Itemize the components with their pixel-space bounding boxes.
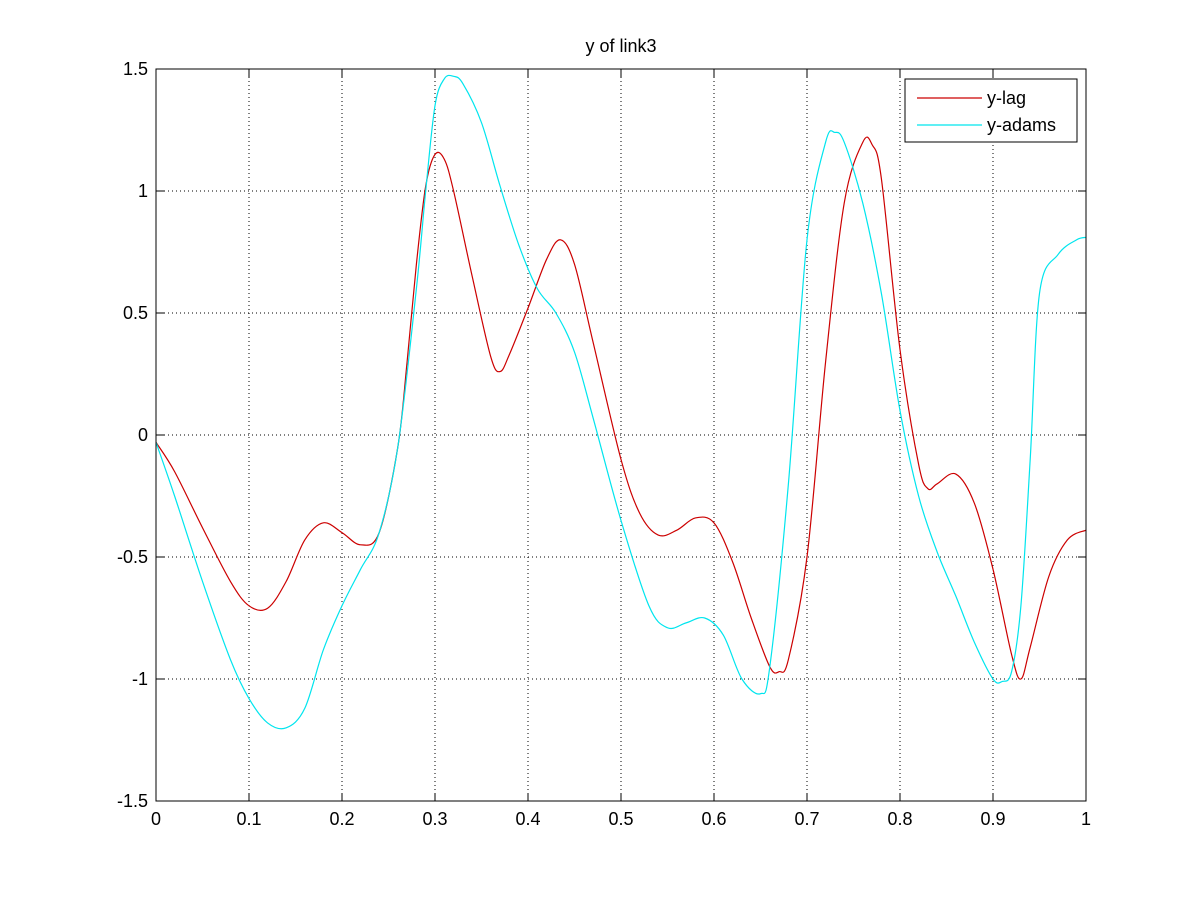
y-tick-label: -1.5: [117, 791, 148, 811]
series-line-y-lag: [155, 136, 1087, 680]
x-tick-label: 0.6: [701, 809, 726, 829]
y-tick-label: 1: [138, 181, 148, 201]
x-tick-label: 0.7: [794, 809, 819, 829]
legend-label: y-adams: [987, 115, 1056, 135]
x-tick-label: 0.5: [608, 809, 633, 829]
x-tick-label: 0.4: [515, 809, 540, 829]
axis-ticks: 0 0.1 0.2 0.3 0.4 0.5 0.6 0.7 0.8 0.9 1 -1.5 -1 -0.5 0…: [117, 59, 1091, 829]
x-tick-label: 0.2: [329, 809, 354, 829]
legend: y-lag y-adams: [904, 78, 1078, 143]
x-tick-label: 0.8: [887, 809, 912, 829]
x-tick-label: 0.9: [980, 809, 1005, 829]
x-tick-label: 0.1: [236, 809, 261, 829]
y-tick-label: 0: [138, 425, 148, 445]
series-layer: [155, 74, 1087, 730]
x-tick-label: 0: [151, 809, 161, 829]
y-tick-label: 0.5: [123, 303, 148, 323]
x-tick-label: 1: [1081, 809, 1091, 829]
y-tick-label: 1.5: [123, 59, 148, 79]
grid-lines: [156, 69, 1086, 801]
x-tick-label: 0.3: [422, 809, 447, 829]
legend-box: [904, 78, 1078, 143]
chart-title: y of link3: [585, 36, 656, 56]
y-tick-label: -1: [132, 669, 148, 689]
legend-label: y-lag: [987, 88, 1026, 108]
series-line-y-adams: [155, 74, 1087, 730]
y-tick-label: -0.5: [117, 547, 148, 567]
